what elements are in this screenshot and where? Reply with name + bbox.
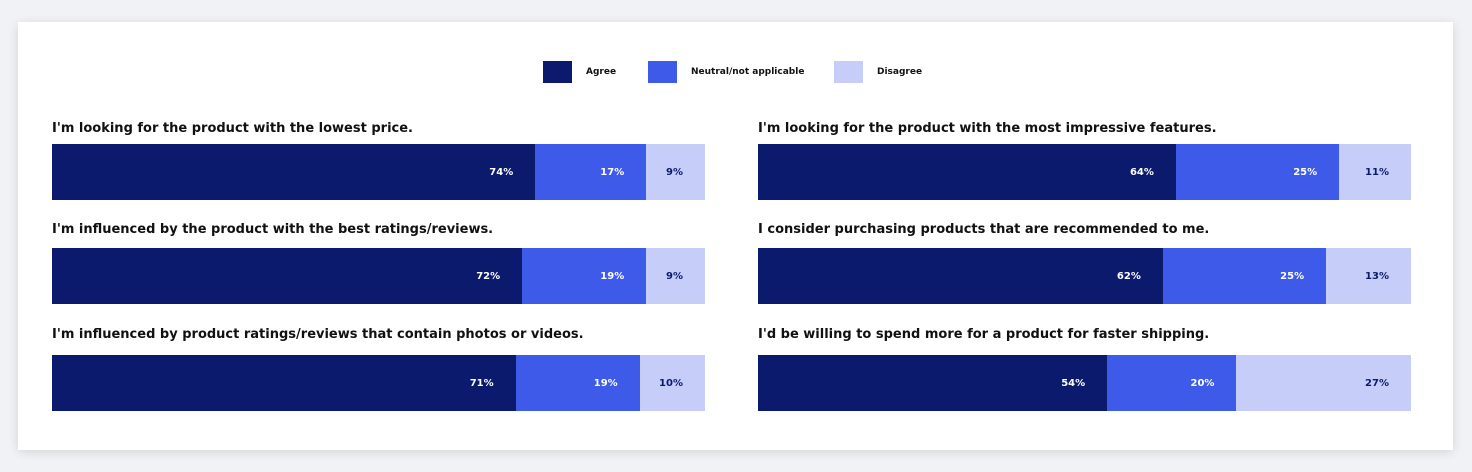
data-label: 64%	[1129, 166, 1154, 178]
stacked-bar: 64% 25% 11%	[758, 144, 1411, 200]
legend-swatch-agree	[543, 61, 572, 83]
bar-segment-disagree: 10%	[639, 355, 705, 411]
legend-item-agree: Agree	[543, 61, 616, 83]
question-title: I'm looking for the product with the mos…	[758, 121, 1217, 136]
data-label: 74%	[489, 166, 514, 178]
bar-segment-neutral: 20%	[1107, 355, 1237, 411]
data-label: 25%	[1280, 270, 1305, 282]
data-label: 72%	[476, 270, 501, 282]
bar-segment-disagree: 11%	[1339, 144, 1411, 200]
data-label: 54%	[1061, 377, 1086, 389]
data-label: 62%	[1116, 270, 1141, 282]
stacked-bar: 71% 19% 10%	[52, 355, 705, 411]
data-label: 9%	[666, 270, 683, 282]
bar-segment-neutral: 25%	[1162, 248, 1327, 304]
data-label: 17%	[600, 166, 625, 178]
stacked-bar: 62% 25% 13%	[758, 248, 1411, 304]
data-label: 10%	[659, 377, 683, 389]
bar-segment-agree: 72%	[52, 248, 523, 304]
legend-label-disagree: Disagree	[877, 67, 923, 77]
bar-segment-agree: 71%	[52, 355, 516, 411]
question-title: I'm looking for the product with the low…	[52, 121, 413, 136]
bar-segment-disagree: 9%	[646, 144, 705, 200]
data-label: 11%	[1365, 166, 1389, 178]
bar-segment-disagree: 9%	[646, 248, 705, 304]
bar-segment-disagree: 13%	[1326, 248, 1411, 304]
bar-segment-agree: 54%	[758, 355, 1108, 411]
legend-swatch-neutral	[648, 61, 677, 83]
legend-item-disagree: Disagree	[834, 61, 922, 83]
question-title: I consider purchasing products that are …	[758, 222, 1210, 237]
data-label: 27%	[1365, 377, 1389, 389]
stacked-bar: 74% 17% 9%	[52, 144, 705, 200]
bar-segment-neutral: 17%	[535, 144, 647, 200]
question-title: I'm influenced by product ratings/review…	[52, 327, 584, 342]
data-label: 13%	[1365, 270, 1389, 282]
data-label: 19%	[600, 270, 625, 282]
legend-swatch-disagree	[834, 61, 863, 83]
legend-label-agree: Agree	[586, 67, 617, 77]
bar-segment-neutral: 25%	[1175, 144, 1340, 200]
stacked-bar: 72% 19% 9%	[52, 248, 705, 304]
bar-segment-neutral: 19%	[515, 355, 640, 411]
data-label: 25%	[1293, 166, 1318, 178]
data-label: 71%	[469, 377, 494, 389]
chart-card: Agree Neutral/not applicable Disagree I'…	[18, 22, 1453, 450]
bar-segment-disagree: 27%	[1236, 355, 1411, 411]
data-label: 20%	[1190, 377, 1215, 389]
bar-segment-neutral: 19%	[522, 248, 647, 304]
legend-item-neutral: Neutral/not applicable	[648, 61, 804, 83]
legend: Agree Neutral/not applicable Disagree	[18, 61, 1453, 83]
question-title: I'm influenced by the product with the b…	[52, 222, 494, 237]
data-label: 19%	[593, 377, 618, 389]
stacked-bar: 54% 20% 27%	[758, 355, 1411, 411]
bar-segment-agree: 74%	[52, 144, 536, 200]
legend-label-neutral: Neutral/not applicable	[691, 67, 805, 77]
bar-segment-agree: 62%	[758, 248, 1163, 304]
data-label: 9%	[666, 166, 683, 178]
bar-segment-agree: 64%	[758, 144, 1176, 200]
question-title: I'd be willing to spend more for a produ…	[758, 327, 1210, 342]
